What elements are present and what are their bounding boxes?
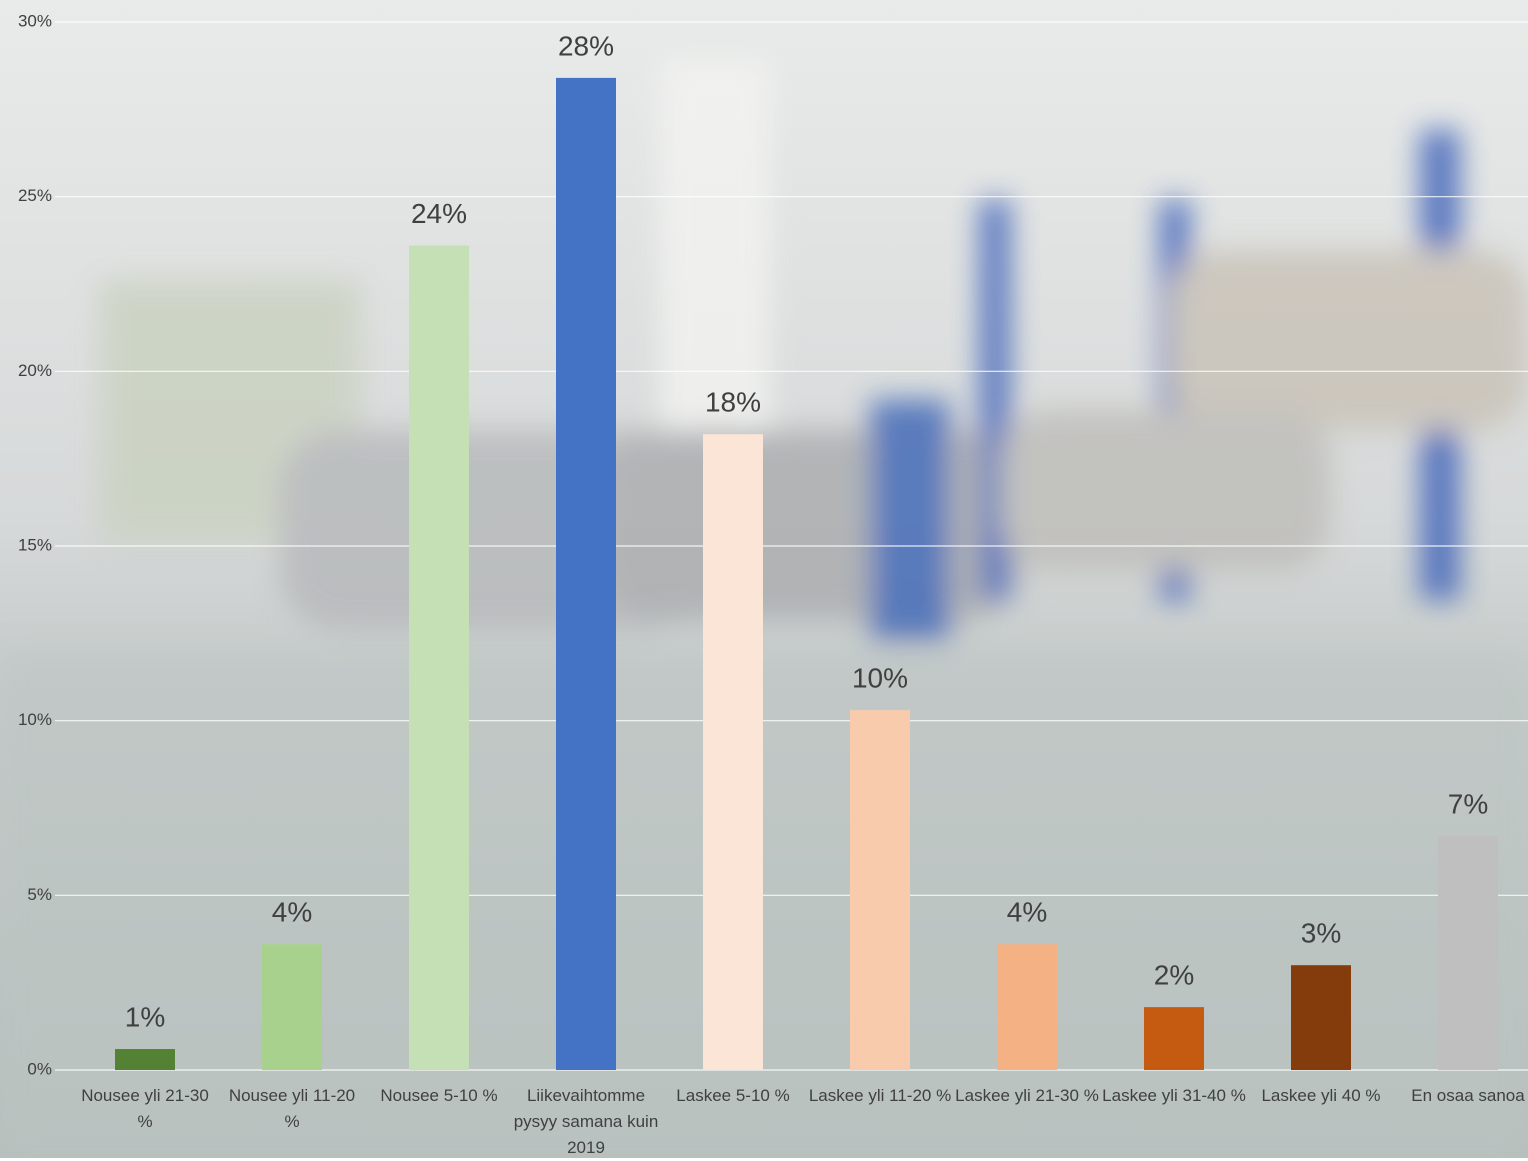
bar xyxy=(1291,965,1351,1070)
x-tick-label: Nousee yli 21-30 % xyxy=(81,1086,209,1131)
bar xyxy=(703,434,763,1070)
y-tick-label: 25% xyxy=(18,186,52,205)
x-tick-label: Nousee yli 11-20 % xyxy=(228,1086,356,1131)
y-tick-label: 0% xyxy=(27,1059,52,1078)
bar xyxy=(1144,1007,1204,1070)
bar xyxy=(997,944,1057,1070)
y-tick-label: 30% xyxy=(18,11,52,30)
data-label: 7% xyxy=(1448,788,1488,819)
data-label: 4% xyxy=(1007,897,1047,928)
bar xyxy=(850,710,910,1070)
data-label: 18% xyxy=(705,387,761,418)
data-label: 10% xyxy=(852,663,908,694)
y-tick-label: 15% xyxy=(18,535,52,554)
bar xyxy=(262,944,322,1070)
bar xyxy=(409,245,469,1070)
data-label: 24% xyxy=(411,198,467,229)
bar xyxy=(1438,835,1498,1070)
x-tick-label: Laskee yli 11-20 % xyxy=(808,1086,952,1105)
y-tick-label: 5% xyxy=(27,885,52,904)
x-tick-label: Nousee 5-10 % xyxy=(380,1086,498,1105)
data-label: 28% xyxy=(558,30,614,61)
data-label: 4% xyxy=(272,897,312,928)
y-tick-label: 10% xyxy=(18,710,52,729)
data-label: 2% xyxy=(1154,960,1194,991)
x-tick-label: Laskee 5-10 % xyxy=(676,1086,790,1105)
x-tick-label: Laskee yli 31-40 % xyxy=(1102,1086,1246,1105)
data-label: 1% xyxy=(125,1001,165,1032)
data-label: 3% xyxy=(1301,918,1341,949)
bar xyxy=(115,1049,175,1070)
x-tick-label: Laskee yli 40 % xyxy=(1261,1086,1381,1105)
x-tick-label: En osaa sanoa xyxy=(1411,1086,1525,1105)
x-tick-label: Liikevaihtomme pysyy samana kuin 2019 xyxy=(513,1086,659,1157)
y-tick-label: 20% xyxy=(18,361,52,380)
bar xyxy=(556,77,616,1071)
x-tick-label: Laskee yli 21-30 % xyxy=(955,1086,1099,1105)
